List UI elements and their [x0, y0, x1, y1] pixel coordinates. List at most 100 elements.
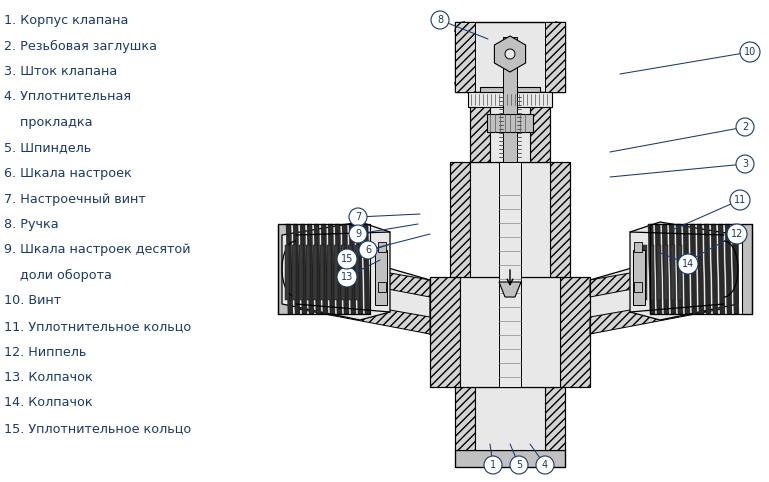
Text: 3: 3 — [742, 159, 748, 169]
Text: 12: 12 — [731, 229, 743, 239]
Bar — [633, 250, 645, 305]
Text: 11. Уплотнительное кольцо: 11. Уплотнительное кольцо — [4, 320, 191, 333]
Text: 1: 1 — [490, 460, 496, 470]
Circle shape — [736, 118, 754, 136]
Polygon shape — [655, 224, 662, 314]
Text: 1. Корпус клапана: 1. Корпус клапана — [4, 14, 128, 27]
Text: 2: 2 — [742, 122, 748, 132]
Bar — [306, 245, 310, 300]
Bar — [460, 277, 560, 387]
Bar — [634, 242, 642, 252]
Polygon shape — [683, 224, 690, 314]
Bar — [650, 245, 654, 300]
Bar — [490, 92, 530, 162]
Polygon shape — [328, 224, 335, 314]
Polygon shape — [293, 224, 300, 314]
Polygon shape — [499, 282, 521, 297]
Bar — [334, 245, 338, 300]
Bar — [292, 245, 296, 300]
Polygon shape — [282, 222, 390, 320]
Polygon shape — [590, 294, 722, 334]
Text: 6: 6 — [365, 245, 371, 255]
Bar — [664, 245, 668, 300]
Bar — [285, 245, 289, 300]
Polygon shape — [342, 224, 349, 314]
Polygon shape — [455, 22, 475, 92]
Bar — [503, 37, 517, 162]
Polygon shape — [314, 224, 321, 314]
Polygon shape — [662, 224, 669, 314]
Bar — [378, 282, 386, 292]
Text: 13. Колпачок: 13. Колпачок — [4, 371, 93, 384]
Polygon shape — [356, 224, 363, 314]
Bar — [678, 245, 682, 300]
Bar — [348, 245, 352, 300]
Bar — [487, 114, 533, 132]
Text: 11: 11 — [734, 195, 746, 205]
Text: 15: 15 — [341, 254, 353, 264]
Polygon shape — [470, 92, 490, 162]
Text: 7. Настроечный винт: 7. Настроечный винт — [4, 192, 146, 205]
Text: 5: 5 — [516, 460, 522, 470]
Circle shape — [678, 254, 698, 274]
Text: 8: 8 — [437, 15, 443, 25]
Polygon shape — [300, 224, 307, 314]
Text: 2. Резьбовая заглушка: 2. Резьбовая заглушка — [4, 40, 157, 53]
Polygon shape — [545, 22, 565, 92]
Circle shape — [510, 456, 528, 474]
Polygon shape — [349, 224, 356, 314]
Circle shape — [727, 224, 747, 244]
Polygon shape — [286, 224, 293, 314]
Polygon shape — [335, 224, 342, 314]
Polygon shape — [545, 387, 565, 450]
Polygon shape — [455, 22, 565, 92]
Text: 9: 9 — [355, 229, 361, 239]
Text: 9. Шкала настроек десятой: 9. Шкала настроек десятой — [4, 243, 191, 256]
Bar — [378, 242, 386, 252]
Polygon shape — [298, 294, 430, 334]
Text: 14: 14 — [682, 259, 694, 269]
Polygon shape — [590, 257, 722, 297]
Bar — [480, 87, 540, 97]
Text: доли оборота: доли оборота — [4, 269, 112, 282]
Circle shape — [337, 267, 357, 287]
Circle shape — [736, 155, 754, 173]
Circle shape — [484, 456, 502, 474]
Bar — [299, 245, 303, 300]
Text: 5. Шпиндель: 5. Шпиндель — [4, 142, 92, 155]
Circle shape — [349, 225, 367, 243]
Bar — [355, 245, 359, 300]
Polygon shape — [560, 277, 590, 387]
Polygon shape — [669, 224, 676, 314]
Circle shape — [730, 190, 750, 210]
Polygon shape — [648, 224, 655, 314]
Polygon shape — [450, 162, 470, 277]
Bar — [643, 245, 647, 300]
Polygon shape — [298, 242, 430, 334]
Polygon shape — [298, 257, 430, 297]
Polygon shape — [704, 224, 711, 314]
Text: 7: 7 — [355, 212, 361, 222]
Polygon shape — [676, 224, 683, 314]
Text: 6. Шкала настроек: 6. Шкала настроек — [4, 167, 131, 180]
Polygon shape — [530, 92, 550, 162]
Circle shape — [505, 49, 515, 59]
Bar — [313, 245, 317, 300]
Circle shape — [740, 42, 760, 62]
Bar — [341, 245, 345, 300]
Polygon shape — [363, 224, 370, 314]
Bar — [657, 245, 661, 300]
Polygon shape — [718, 224, 725, 314]
Text: 8. Ручка: 8. Ручка — [4, 218, 58, 231]
Polygon shape — [711, 224, 718, 314]
Polygon shape — [725, 224, 732, 314]
Bar — [320, 245, 324, 300]
Text: 13: 13 — [341, 272, 353, 282]
Bar — [375, 250, 387, 305]
Polygon shape — [550, 162, 570, 277]
Bar — [468, 92, 552, 107]
Bar — [634, 282, 642, 292]
Bar — [742, 224, 752, 314]
Bar — [327, 245, 331, 300]
Polygon shape — [630, 222, 738, 320]
